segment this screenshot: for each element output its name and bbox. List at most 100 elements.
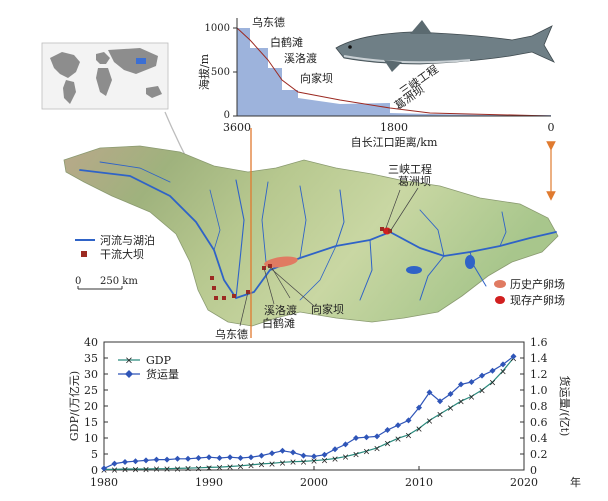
gdp-point: × (258, 460, 266, 470)
freight-point (437, 398, 443, 405)
legend-existing-swatch (495, 296, 505, 304)
yangtze-basin-map: 三峡工程 葛洲坝 溪洛渡 白鹤滩 向家坝 乌东德 河流与湖泊 干流大坝 0 25… (63, 128, 565, 341)
y-left-tick-label: 10 (84, 432, 98, 445)
y-right-tick-label: 1.4 (530, 352, 548, 365)
scale-zero-label: 0 (75, 276, 81, 287)
gdp-point: × (468, 393, 476, 403)
chart-markers: ×××××××××××××××××××××××××××××××××××××××× (100, 353, 518, 476)
gdp-point: × (205, 464, 213, 474)
map-label-xiluodu: 溪洛渡 (264, 303, 297, 317)
y-left-tick-label: 30 (84, 368, 98, 381)
gdp-point: × (447, 404, 455, 414)
y-right-tick-label: 0.4 (530, 432, 548, 445)
historical-spawning-ground (264, 256, 298, 268)
map-label-xiangjiaba: 向家坝 (311, 302, 344, 316)
gdp-point: × (342, 453, 350, 463)
chart-lines (103, 355, 514, 470)
freight-point (510, 353, 517, 360)
gdp-point: × (510, 355, 518, 365)
freight-point (122, 459, 128, 465)
dam-marker (380, 227, 384, 231)
freight-point (458, 381, 464, 388)
dam-marker (210, 276, 214, 280)
gdp-point: × (331, 455, 339, 465)
map-label-gezhouba: 葛洲坝 (398, 174, 431, 188)
freight-point (468, 379, 475, 385)
freight-series-line (103, 355, 514, 469)
gdp-point: × (226, 463, 234, 473)
elevation-profile-line (236, 27, 552, 117)
y-left-tick-label: 0 (91, 464, 98, 477)
profile-label-xiluodu: 溪洛渡 (284, 51, 317, 65)
scale-distance-label: 250 km (100, 276, 138, 287)
gdp-point: × (321, 456, 329, 466)
profile-ytick-0: 0 (224, 110, 230, 121)
profile-label-baihetan: 白鹤滩 (270, 35, 303, 49)
gdp-point: × (279, 459, 287, 469)
freight-point (332, 446, 338, 453)
gdp-point: × (405, 431, 413, 441)
gdp-point: × (394, 435, 402, 445)
poyang-lake (465, 255, 475, 269)
freight-point (206, 454, 212, 461)
freight-point (447, 391, 454, 397)
map-label-three-gorges: 三峡工程 (388, 162, 432, 176)
freight-point (101, 465, 107, 472)
gdp-point: × (310, 457, 318, 467)
y-right-tick-label: 0.6 (530, 416, 548, 429)
y-left-tick-label: 5 (91, 448, 98, 461)
legend-historical-label: 历史产卵场 (510, 277, 565, 291)
legend-freight-marker (125, 370, 133, 378)
x-tick-label: 2010 (405, 476, 433, 489)
gdp-point: × (478, 387, 486, 397)
freight-point (227, 454, 233, 461)
freight-point (353, 435, 359, 441)
gdp-point: × (300, 458, 308, 468)
gdp-point: × (142, 466, 150, 476)
freight-point (500, 361, 506, 368)
freight-point (216, 455, 223, 461)
profile-label-wudongde: 乌东德 (252, 15, 285, 29)
dam-marker (268, 264, 272, 268)
profile-xtick-3600: 3600 (223, 121, 251, 134)
freight-point (479, 372, 485, 379)
freight-point (164, 456, 170, 463)
gdp-point: × (489, 379, 497, 389)
freight-point (111, 460, 118, 467)
legend-dam-swatch (81, 251, 87, 257)
elevation-profile-fill (237, 28, 551, 116)
gdp-point: × (237, 462, 245, 472)
chart-ylabel-left: GDP/(万亿元) (68, 371, 81, 441)
freight-point (143, 457, 149, 464)
legend-dam-label: 干流大坝 (100, 247, 144, 261)
yangtze-basin-marker (136, 58, 146, 64)
freight-point (395, 422, 401, 429)
y-left-tick-label: 40 (84, 336, 98, 349)
legend-gdp-marker: × (125, 356, 133, 367)
freight-point (405, 417, 412, 424)
freight-point (237, 455, 244, 461)
profile-ytick-500: 500 (211, 67, 230, 78)
y-left-tick-label: 15 (84, 416, 98, 429)
freight-point (174, 455, 181, 462)
freight-point (321, 451, 328, 458)
world-map-inset (41, 42, 193, 170)
gdp-point: × (289, 458, 297, 468)
gdp-point: × (352, 451, 360, 461)
freight-point (426, 389, 433, 396)
freight-point (279, 447, 286, 454)
freight-point (153, 456, 160, 463)
gdp-freight-chart: 1980 1990 2000 2010 2020051015202530354000.2… (68, 336, 581, 489)
profile-ylabel: 海拔/m (197, 53, 211, 90)
profile-ytick-1000: 1000 (205, 23, 230, 34)
dam-marker (232, 294, 236, 298)
y-left-tick-label: 35 (84, 352, 98, 365)
gdp-point: × (415, 425, 423, 435)
gdp-point: × (121, 466, 129, 476)
y-right-tick-label: 0.2 (530, 448, 548, 461)
freight-point (374, 433, 380, 440)
chart-ticks: 1980 1990 2000 2010 2020051015202530354000.2… (84, 336, 548, 489)
gdp-point: × (163, 465, 171, 475)
legend-historical-swatch (494, 280, 506, 288)
legend-river-label: 河流与湖泊 (100, 233, 155, 247)
